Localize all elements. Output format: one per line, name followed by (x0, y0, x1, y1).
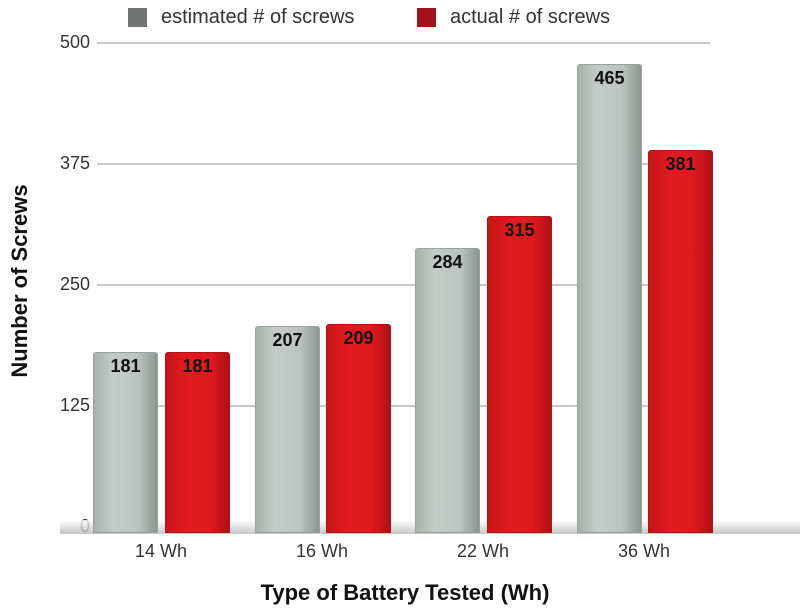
gridline-500 (97, 42, 710, 44)
x-axis-title: Type of Battery Tested (Wh) (260, 580, 550, 605)
gridline-375 (97, 163, 710, 165)
bar-estimated-22wh: 284 (415, 248, 480, 533)
x-tick-36wh: 36 Wh (617, 541, 671, 561)
bar-value-label: 207 (272, 330, 303, 350)
y-tick-125: 125 (59, 395, 90, 415)
bar-value-label: 284 (432, 252, 463, 272)
x-tick-22wh: 22 Wh (456, 541, 510, 561)
bar-value-label: 381 (665, 154, 696, 174)
y-tick-250: 250 (59, 274, 90, 294)
legend-item-estimated: estimated # of screws (128, 6, 354, 29)
legend-label-estimated: estimated # of screws (161, 6, 355, 28)
bar-actual-14wh: 181 (165, 352, 230, 533)
bar-value-label: 181 (182, 356, 213, 376)
bar-estimated-16wh: 207 (255, 326, 320, 533)
bar-value-label: 181 (110, 356, 141, 376)
bar-estimated-36wh: 465 (577, 64, 642, 533)
chart-legend: estimated # of screws actual # of screws (0, 6, 800, 36)
bar-value-label: 465 (594, 68, 625, 88)
gridline-250 (97, 284, 710, 286)
legend-label-actual: actual # of screws (450, 6, 611, 28)
bar-actual-36wh: 381 (648, 150, 713, 533)
gridline-125 (97, 405, 710, 407)
bar-value-label: 209 (343, 328, 374, 348)
bar-actual-22wh: 315 (487, 216, 552, 533)
legend-swatch-estimated (128, 8, 147, 27)
bar-actual-16wh: 209 (326, 324, 391, 533)
x-tick-16wh: 16 Wh (295, 541, 349, 561)
legend-item-actual: actual # of screws (417, 6, 610, 29)
bar-estimated-14wh: 181 (93, 352, 158, 533)
y-tick-375: 375 (59, 153, 90, 173)
y-tick-500: 500 (59, 32, 90, 52)
bar-value-label: 315 (504, 220, 535, 240)
legend-swatch-actual (417, 8, 436, 27)
x-tick-14wh: 14 Wh (134, 541, 188, 561)
